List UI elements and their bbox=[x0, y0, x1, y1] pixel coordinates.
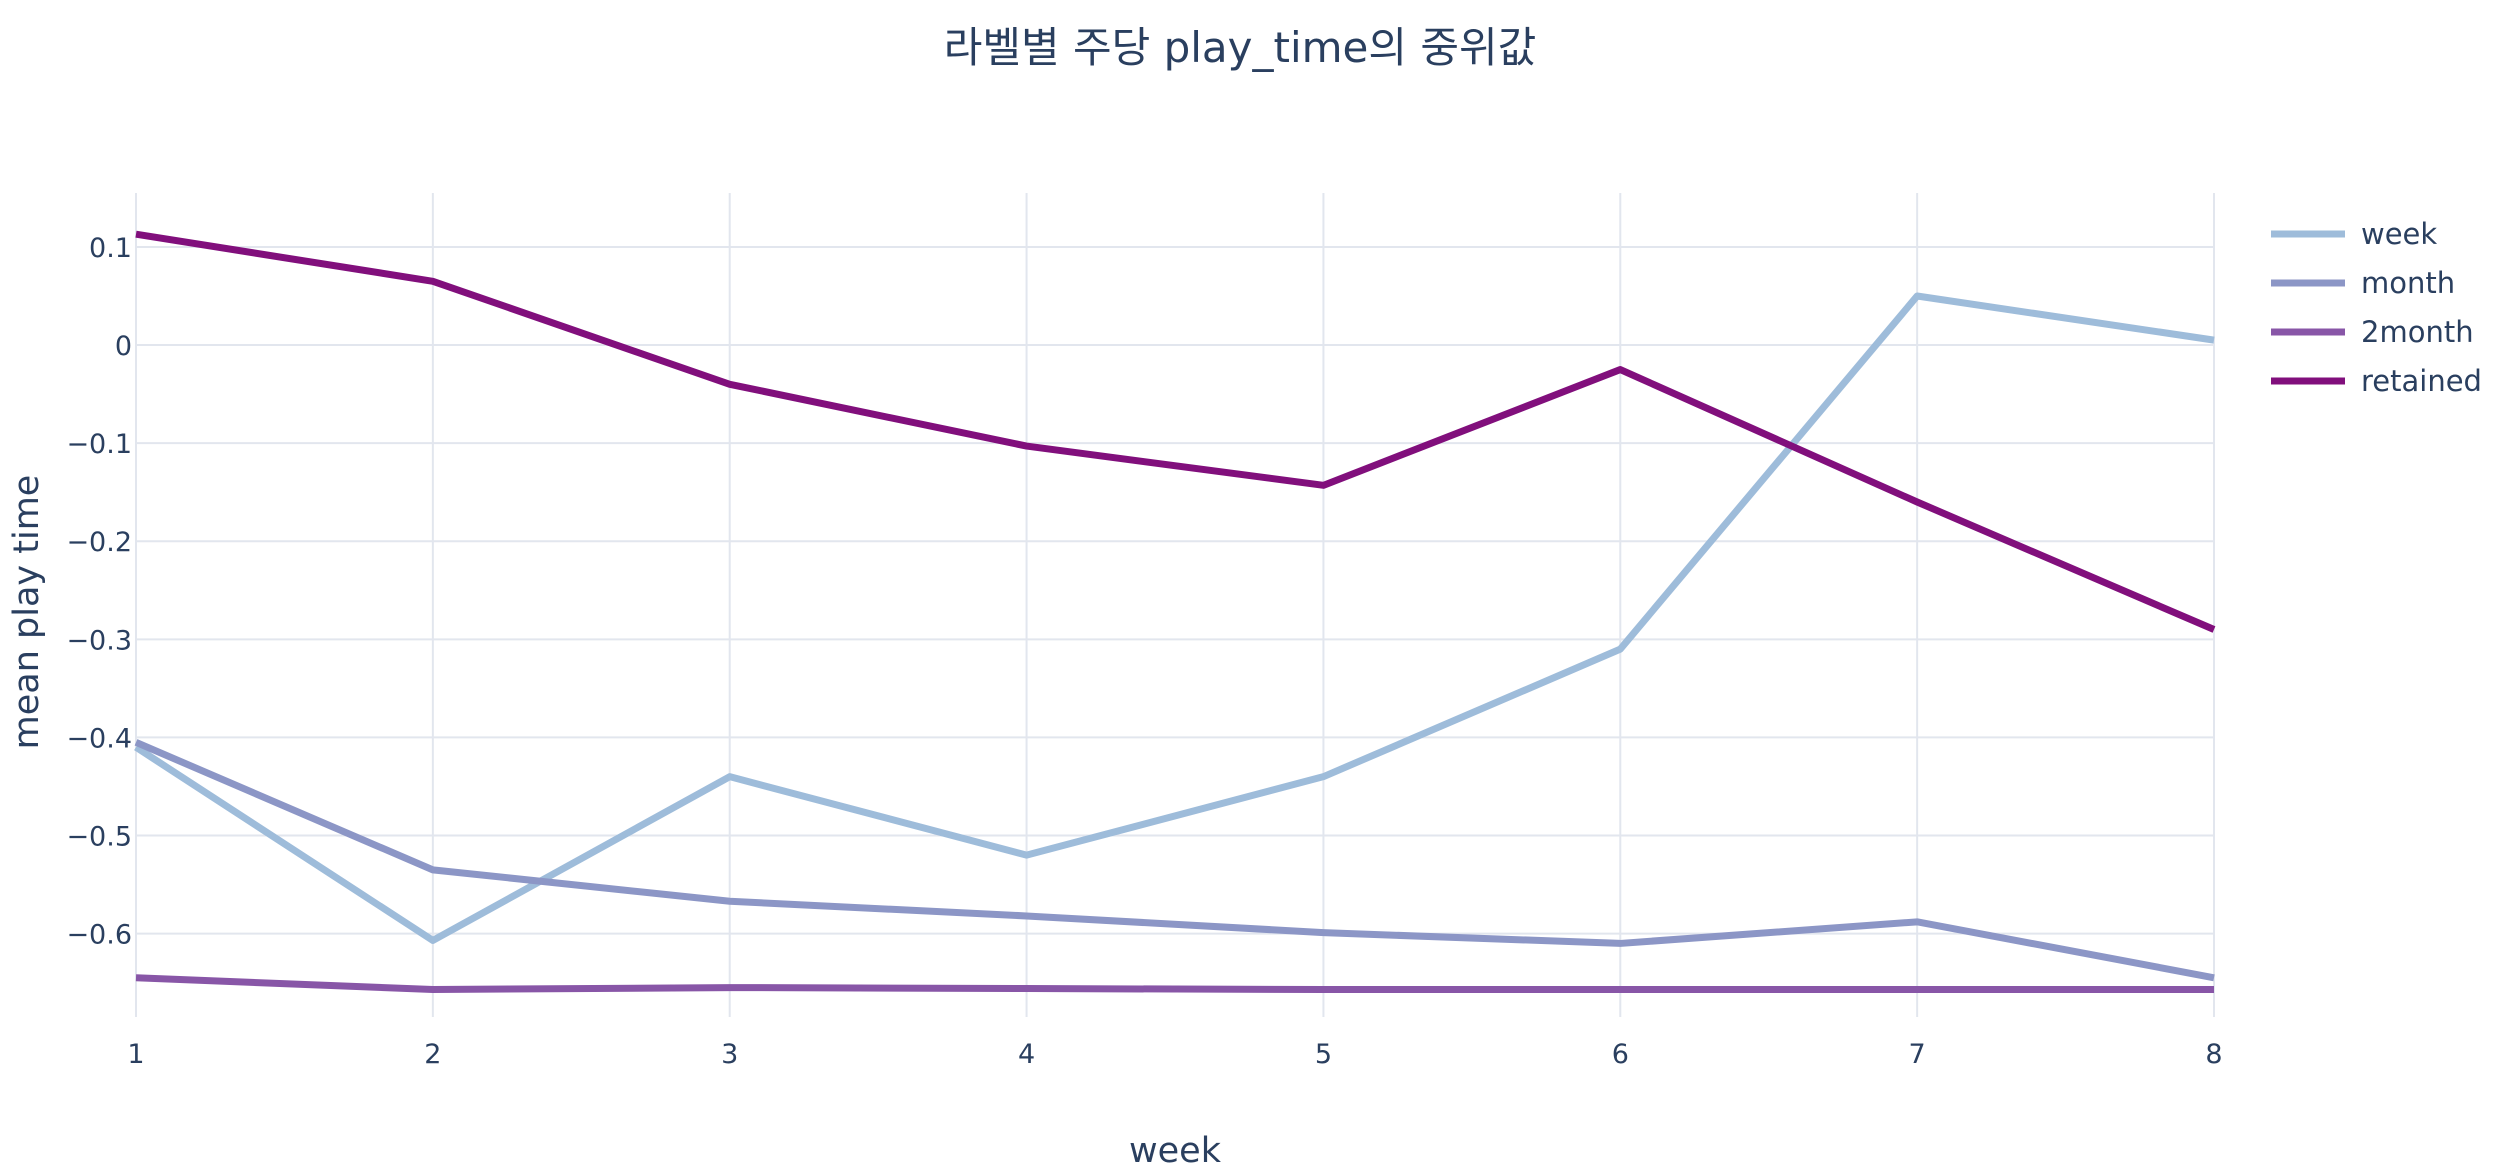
y-axis-title: mean play time bbox=[7, 475, 47, 750]
y-tick-label: −0.4 bbox=[66, 723, 132, 754]
y-tick-label: −0.3 bbox=[66, 625, 132, 656]
y-tick-label: 0 bbox=[115, 331, 132, 362]
y-tick-label: −0.2 bbox=[66, 527, 132, 558]
legend-label: retained bbox=[2361, 364, 2482, 398]
grid bbox=[135, 193, 2215, 1017]
legend-item-retained[interactable]: retained bbox=[2271, 364, 2482, 398]
y-axis: 0.1 0 −0.1 −0.2 −0.3 −0.4 −0.5 −0.6 bbox=[66, 233, 132, 951]
x-tick-label: 1 bbox=[127, 1039, 144, 1070]
y-tick-label: −0.5 bbox=[66, 822, 132, 853]
legend-label: 2month bbox=[2361, 315, 2474, 349]
x-tick-label: 7 bbox=[1909, 1039, 1926, 1070]
x-tick-label: 4 bbox=[1018, 1039, 1035, 1070]
y-tick-label: −0.6 bbox=[66, 920, 132, 951]
x-axis-title: week bbox=[1129, 1131, 1222, 1171]
x-axis: 1 2 3 4 5 6 7 8 bbox=[127, 1039, 2222, 1070]
legend: week month 2month retained bbox=[2271, 217, 2482, 398]
legend-label: month bbox=[2361, 266, 2455, 300]
x-tick-label: 3 bbox=[721, 1039, 738, 1070]
legend-label: week bbox=[2361, 217, 2437, 251]
y-tick-label: 0.1 bbox=[89, 233, 132, 264]
legend-item-week[interactable]: week bbox=[2271, 217, 2437, 251]
series-line-month bbox=[134, 739, 2215, 982]
series-layer bbox=[134, 230, 2216, 994]
x-tick-label: 2 bbox=[424, 1039, 441, 1070]
x-tick-label: 8 bbox=[2205, 1039, 2222, 1070]
x-tick-label: 6 bbox=[1612, 1039, 1629, 1070]
x-tick-label: 5 bbox=[1315, 1039, 1332, 1070]
legend-item-month[interactable]: month bbox=[2271, 266, 2455, 300]
legend-item-2month[interactable]: 2month bbox=[2271, 315, 2474, 349]
series-line-2month bbox=[135, 974, 2214, 994]
series-line-week bbox=[134, 292, 2215, 944]
series-line-retained bbox=[135, 230, 2216, 633]
chart-title: 라벨별 주당 play_time의 중위값 bbox=[944, 23, 1537, 72]
y-tick-label: −0.1 bbox=[66, 429, 132, 460]
